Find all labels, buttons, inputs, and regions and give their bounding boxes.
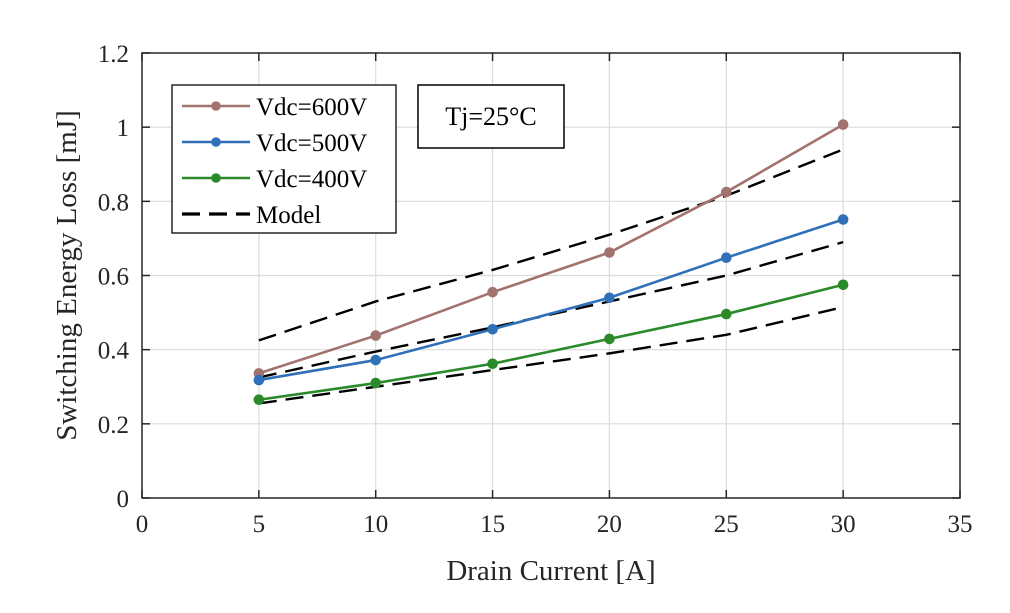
data-point-vdc-600v <box>487 286 498 298</box>
x-tick-label: 30 <box>831 511 856 538</box>
annotation-box: Tj=25°C <box>417 84 565 149</box>
data-point-vdc-600v <box>370 330 382 341</box>
series-line-vdc-400v <box>258 283 844 402</box>
y-tick-label: 1 <box>117 115 130 142</box>
y-tick-label: 0.6 <box>98 264 129 291</box>
y-tick-label: 0.2 <box>98 412 129 439</box>
x-tick-label: 10 <box>363 511 388 538</box>
legend-marker <box>211 137 221 147</box>
data-point-vdc-400v <box>720 308 732 320</box>
data-point-vdc-400v <box>253 394 265 406</box>
axis-ticks: 0 5 10 15 20 25 30 35 0 0.2 0.4 0.6 0.8 1 1.2 <box>98 41 973 538</box>
legend-frame <box>171 84 397 234</box>
legend-marker <box>211 101 221 111</box>
series-model-line-3 <box>258 305 844 405</box>
x-tick-label: 15 <box>480 511 505 538</box>
y-tick-label: 0 <box>117 486 130 513</box>
x-tick-label: 20 <box>597 511 622 538</box>
data-point-vdc-400v <box>370 377 382 389</box>
x-tick-label: 5 <box>253 511 266 538</box>
x-axis-label: Drain Current [A] <box>446 555 655 587</box>
legend-label: Vdc=500V <box>256 130 367 157</box>
data-point-vdc-600v <box>837 119 849 130</box>
data-point-vdc-400v <box>487 358 498 370</box>
annotation-frame <box>417 84 565 149</box>
data-point-vdc-600v <box>720 186 732 198</box>
legend: Vdc=600V Vdc=500V Vdc=400V Model <box>171 84 397 234</box>
series-line-vdc-500v <box>258 218 844 382</box>
data-point-vdc-400v <box>604 333 615 345</box>
x-tick-label: 0 <box>136 511 149 538</box>
data-point-vdc-500v <box>370 354 382 366</box>
data-point-vdc-500v <box>720 252 732 264</box>
data-point-vdc-400v <box>837 279 849 291</box>
legend-label: Vdc=400V <box>256 166 367 193</box>
data-point-vdc-500v <box>487 323 498 335</box>
series <box>253 119 849 406</box>
y-tick-label: 0.8 <box>98 189 129 216</box>
legend-label: Model <box>256 202 321 229</box>
legend-marker <box>211 173 221 183</box>
legend-label: Vdc=600V <box>256 94 367 121</box>
y-tick-label: 1.2 <box>98 41 129 68</box>
data-point-vdc-500v <box>837 214 849 225</box>
data-point-vdc-600v <box>604 247 615 258</box>
annotation-text: Tj=25°C <box>445 102 537 131</box>
x-tick-label: 25 <box>714 511 739 538</box>
y-tick-label: 0.4 <box>98 338 130 365</box>
series-line-vdc-600v <box>258 123 844 375</box>
x-tick-label: 35 <box>948 511 973 538</box>
data-point-vdc-500v <box>604 292 615 304</box>
data-point-vdc-500v <box>253 374 265 386</box>
series-model-line-1 <box>258 148 844 342</box>
y-axis-label: Switching Energy Loss [mJ] <box>51 110 83 441</box>
